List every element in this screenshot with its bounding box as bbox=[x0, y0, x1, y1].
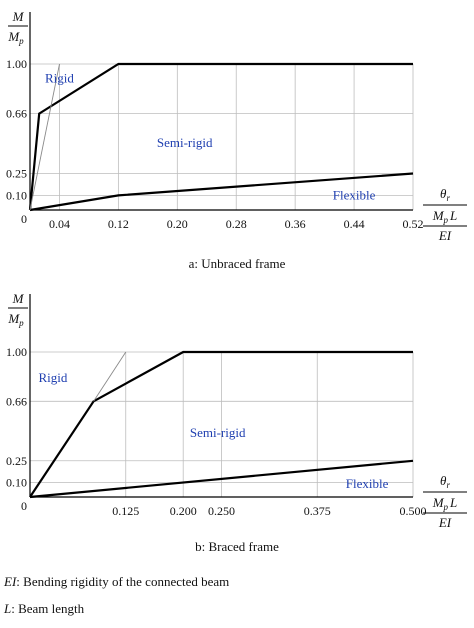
chart1-x-label-theta-sub: r bbox=[446, 193, 450, 203]
chart1-x-label-numerator-sub: p bbox=[443, 215, 449, 225]
footnote-ei-text: : Bending rigidity of the connected beam bbox=[16, 574, 230, 589]
footnote-ei: EI: Bending rigidity of the connected be… bbox=[4, 574, 229, 590]
chart2-x-tick-label-4: 0.500 bbox=[400, 504, 427, 518]
chart2-x-label-theta: θr bbox=[440, 473, 450, 490]
chart1-x-tick-label-4: 0.36 bbox=[285, 217, 306, 231]
chart1-origin-label: 0 bbox=[21, 212, 27, 226]
chart2-region-label-semi-rigid: Semi-rigid bbox=[190, 425, 246, 440]
chart1-y-tick-label-1: 0.25 bbox=[6, 167, 27, 181]
chart2-origin-label: 0 bbox=[21, 499, 27, 513]
chart2-x-label-theta-sub: r bbox=[446, 480, 450, 490]
chart1-y-label-denominator: Mp bbox=[7, 29, 24, 46]
chart2-caption: b: Braced frame bbox=[195, 539, 279, 554]
chart2-region-label-flexible: Flexible bbox=[346, 476, 389, 491]
chart1-y-tick-label-3: 1.00 bbox=[6, 57, 27, 71]
chart2-series-0-curve bbox=[29, 350, 413, 498]
chart1-y-tick-label-2: 0.66 bbox=[6, 107, 27, 121]
chart2-region-label-rigid: Rigid bbox=[39, 370, 68, 385]
chart2-x-label-numerator-sub: p bbox=[443, 502, 449, 512]
chart1-x-tick-label-3: 0.28 bbox=[226, 217, 247, 231]
chart2-y-tick-label-1: 0.25 bbox=[6, 454, 27, 468]
chart1-x-label-theta: θr bbox=[440, 186, 450, 203]
chart2-x-label-numerator: Mp L bbox=[432, 495, 458, 512]
chart2-y-tick-label-2: 0.66 bbox=[6, 394, 27, 408]
chart2-series-1-curve bbox=[29, 459, 414, 499]
chart1-x-tick-label-0: 0.04 bbox=[49, 217, 70, 231]
chart1-x-label-numerator: Mp L bbox=[432, 208, 458, 225]
chart2-x-label-numerator-l: L bbox=[449, 495, 457, 510]
chart2-y-label-denominator: Mp bbox=[7, 311, 24, 328]
chart1-x-tick-label-1: 0.12 bbox=[108, 217, 129, 231]
chart1-x-tick-label-5: 0.44 bbox=[344, 217, 365, 231]
chart1-x-label-denominator: EI bbox=[438, 228, 452, 243]
chart2-x-tick-label-0: 0.125 bbox=[112, 504, 139, 518]
chart2-x-tick-label-2: 0.250 bbox=[208, 504, 235, 518]
chart1-y-label-numerator: M bbox=[12, 9, 25, 24]
chart1-series-1-curve bbox=[29, 172, 414, 212]
chart2-x-label-denominator: EI bbox=[438, 515, 452, 530]
chart2-series-2-reference-line bbox=[93, 351, 127, 402]
chart2-y-tick-label-0: 0.10 bbox=[6, 476, 27, 490]
chart2-x-tick-label-3: 0.375 bbox=[304, 504, 331, 518]
footnote-l: L: Beam length bbox=[4, 601, 84, 617]
chart2-x-tick-label-1: 0.200 bbox=[170, 504, 197, 518]
chart1-region-label-semi-rigid: Semi-rigid bbox=[157, 135, 213, 150]
chart1-region-label-flexible: Flexible bbox=[333, 187, 376, 202]
chart1-y-tick-label-0: 0.10 bbox=[6, 188, 27, 202]
chart2-y-label-numerator: M bbox=[12, 291, 25, 306]
chart1-caption: a: Unbraced frame bbox=[189, 256, 286, 271]
chart2-y-label-sub: p bbox=[18, 318, 24, 328]
chart1-x-tick-label-6: 0.52 bbox=[403, 217, 424, 231]
footnote-l-symbol: L bbox=[4, 601, 12, 616]
chart1-y-label-sub: p bbox=[18, 36, 24, 46]
chart1-region-label-rigid: Rigid bbox=[45, 71, 74, 86]
chart1-series-2-reference-line bbox=[29, 63, 60, 211]
chart1-series-0-curve bbox=[28, 62, 413, 211]
chart1-x-tick-label-2: 0.20 bbox=[167, 217, 188, 231]
footnote-ei-symbol: EI bbox=[4, 574, 17, 589]
chart1-x-label-numerator-l: L bbox=[449, 208, 457, 223]
footnote-l-text: : Beam length bbox=[11, 601, 85, 616]
chart2-y-tick-label-3: 1.00 bbox=[6, 345, 27, 359]
